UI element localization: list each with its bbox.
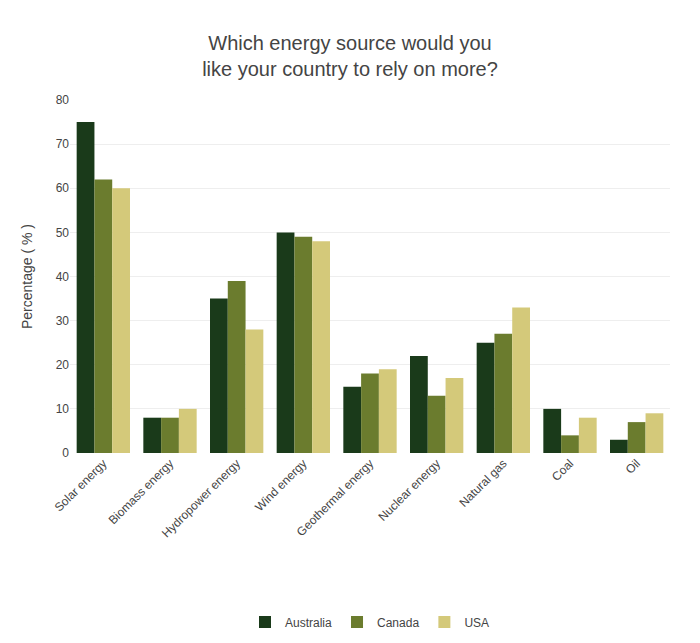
svg-text:70: 70 [56, 137, 70, 151]
svg-text:Which energy source would youl: Which energy source would youlike your c… [202, 32, 498, 80]
svg-text:Geothermal energy: Geothermal energy [294, 456, 377, 539]
svg-text:Oil: Oil [623, 456, 643, 476]
svg-text:20: 20 [56, 358, 70, 372]
svg-text:Wind energy: Wind energy [252, 456, 310, 514]
svg-text:40: 40 [56, 270, 70, 284]
svg-text:Solar energy: Solar energy [52, 456, 110, 514]
svg-text:Percentage ( % ): Percentage ( % ) [19, 224, 35, 329]
svg-text:Natural gas: Natural gas [456, 456, 509, 509]
svg-text:Nuclear energy: Nuclear energy [376, 456, 443, 523]
svg-text:Australia: Australia [285, 616, 332, 630]
svg-text:Biomass energy: Biomass energy [106, 456, 177, 527]
svg-text:Coal: Coal [549, 456, 576, 483]
svg-text:Hydropower energy: Hydropower energy [159, 456, 243, 540]
svg-text:Canada: Canada [377, 616, 419, 630]
svg-text:30: 30 [56, 314, 70, 328]
svg-text:USA: USA [464, 616, 489, 630]
svg-text:0: 0 [62, 446, 69, 460]
svg-text:10: 10 [56, 402, 70, 416]
svg-text:60: 60 [56, 181, 70, 195]
svg-text:80: 80 [56, 93, 70, 107]
svg-text:50: 50 [56, 226, 70, 240]
